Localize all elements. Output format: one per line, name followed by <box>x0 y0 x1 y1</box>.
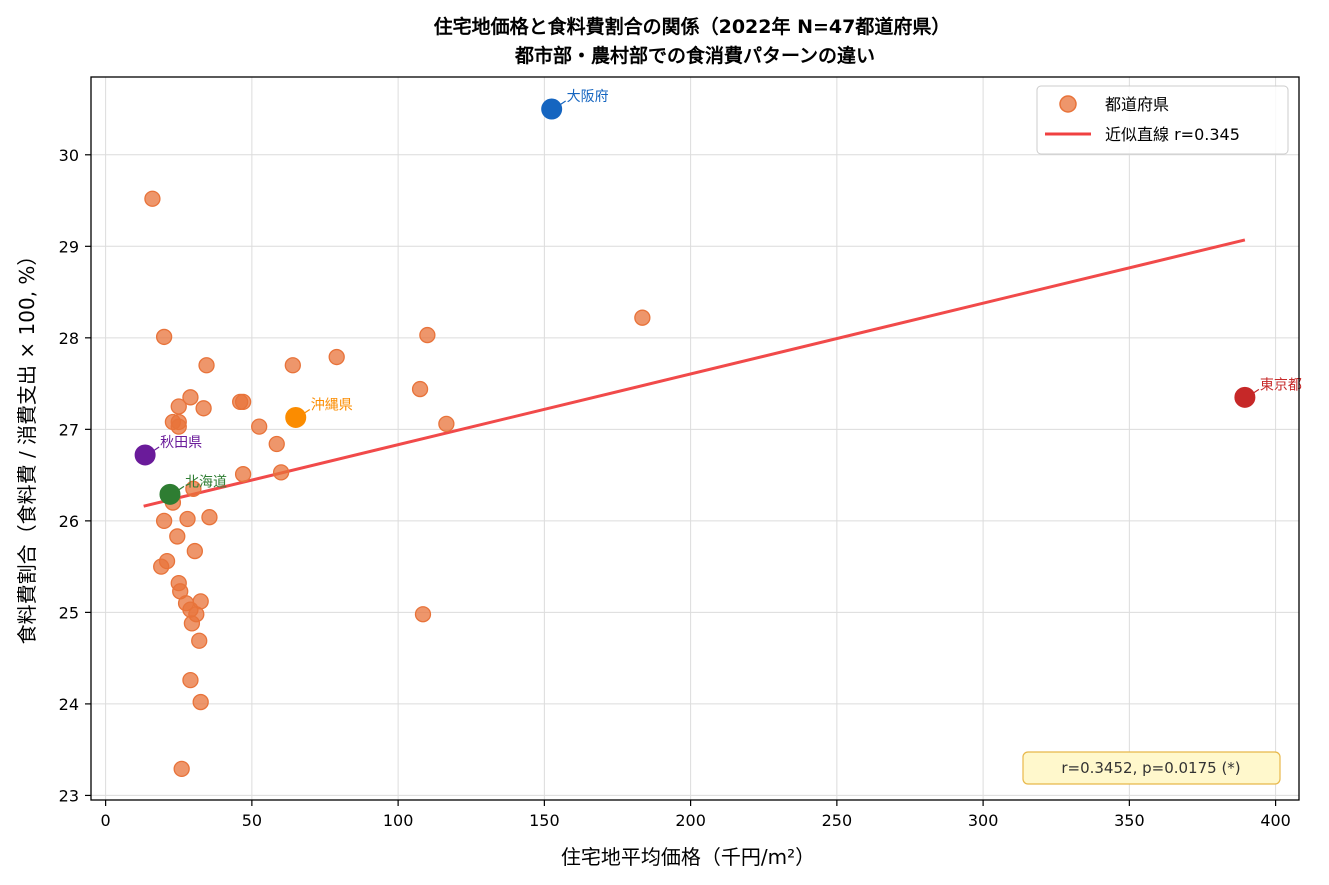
x-tick-label: 0 <box>101 811 111 830</box>
scatter-point <box>195 400 212 417</box>
scatter-point <box>414 606 432 623</box>
y-ticks: 23 24 25 26 27 28 29 30 <box>59 146 91 805</box>
legend-label-fit: 近似直線 r=0.345 <box>1105 125 1240 144</box>
highlight-label: 東京都 <box>1260 377 1302 393</box>
scatter-point <box>173 760 190 778</box>
y-tick-label: 24 <box>59 695 79 714</box>
y-tick-label: 27 <box>59 420 79 439</box>
y-tick-label: 25 <box>59 603 79 622</box>
y-tick-label: 30 <box>59 146 79 165</box>
scatter-point <box>153 558 170 575</box>
stats-annotation: r=0.3452, p=0.0175 (*) <box>1022 751 1281 785</box>
scatter-point <box>328 348 345 366</box>
highlight-point <box>159 483 181 505</box>
scatter-point <box>251 418 268 435</box>
x-tick-label: 50 <box>242 811 262 830</box>
y-tick-label: 23 <box>59 786 79 805</box>
y-axis-label: 食料費割合（食料費 / 消費支出 × 100, %） <box>15 246 39 645</box>
highlight-leader <box>177 485 185 491</box>
highlight-leader <box>1252 388 1260 394</box>
scatter-point <box>234 393 252 411</box>
x-tick-label: 300 <box>968 811 999 830</box>
highlight-label: 大阪府 <box>567 89 609 105</box>
scatter-point <box>144 190 161 207</box>
x-ticks: 0 50 100 150 200 250 300 350 400 <box>101 800 1291 830</box>
x-axis-label: 住宅地平均価格（千円/m²） <box>561 845 815 869</box>
highlight-leader <box>152 446 160 452</box>
scatter-point <box>183 615 201 632</box>
highlight-point <box>1234 386 1256 408</box>
scatter-point <box>170 418 187 435</box>
x-tick-label: 400 <box>1260 811 1291 830</box>
stats-box <box>1022 751 1281 785</box>
scatter-point <box>284 357 301 374</box>
scatter-point <box>234 466 252 483</box>
scatter-point <box>198 357 215 374</box>
legend-box <box>1036 85 1289 155</box>
highlight-point <box>541 98 563 120</box>
y-tick-label: 26 <box>59 512 79 531</box>
highlight-point <box>134 444 156 466</box>
scatter-point <box>182 389 199 406</box>
legend: 都道府県 近似直線 r=0.345 <box>1036 85 1289 155</box>
highlight-label: 秋田県 <box>160 435 202 451</box>
fit-line <box>143 238 1246 508</box>
y-tick-label: 28 <box>59 329 79 348</box>
legend-label-scatter: 都道府県 <box>1105 95 1169 114</box>
plot-frame <box>90 76 1300 801</box>
scatter-point <box>155 512 173 530</box>
scatter-point <box>169 528 186 545</box>
chart-title: 住宅地価格と食料費割合の関係（2022年 N=47都道府県） <box>434 15 951 38</box>
chart-subtitle: 都市部・農村部での食消費パターンの違い <box>514 44 875 67</box>
x-tick-label: 250 <box>822 811 853 830</box>
x-tick-label: 350 <box>1114 811 1145 830</box>
scatter-point <box>182 671 199 689</box>
scatter-point <box>191 632 208 649</box>
scatter-points <box>144 190 651 778</box>
scatter-point <box>268 435 285 453</box>
scatter-point <box>411 380 429 398</box>
highlight-leader <box>303 408 311 414</box>
stats-text: r=0.3452, p=0.0175 (*) <box>1061 759 1240 777</box>
y-tick-label: 29 <box>59 237 79 256</box>
scatter-point <box>438 415 455 433</box>
legend-marker-scatter <box>1059 95 1077 113</box>
grid-lines <box>91 77 1299 800</box>
highlight-label: 北海道 <box>185 474 227 490</box>
fit-line-layer <box>143 238 1246 508</box>
x-tick-label: 150 <box>529 811 560 830</box>
scatter-point <box>192 693 209 711</box>
x-tick-label: 200 <box>675 811 706 830</box>
scatter-point <box>201 509 218 526</box>
highlight-label: 沖縄県 <box>311 397 353 413</box>
scatter-point <box>272 464 290 481</box>
scatter-point <box>155 328 173 346</box>
scatter-point <box>419 326 436 344</box>
highlight-leader <box>559 100 567 106</box>
scatter-point <box>170 398 187 415</box>
scatter-point <box>185 480 202 497</box>
scatter-point <box>179 510 196 528</box>
scatter-point <box>186 542 203 560</box>
x-tick-label: 100 <box>383 811 414 830</box>
highlight-point <box>285 406 307 428</box>
scatter-point <box>634 309 651 326</box>
